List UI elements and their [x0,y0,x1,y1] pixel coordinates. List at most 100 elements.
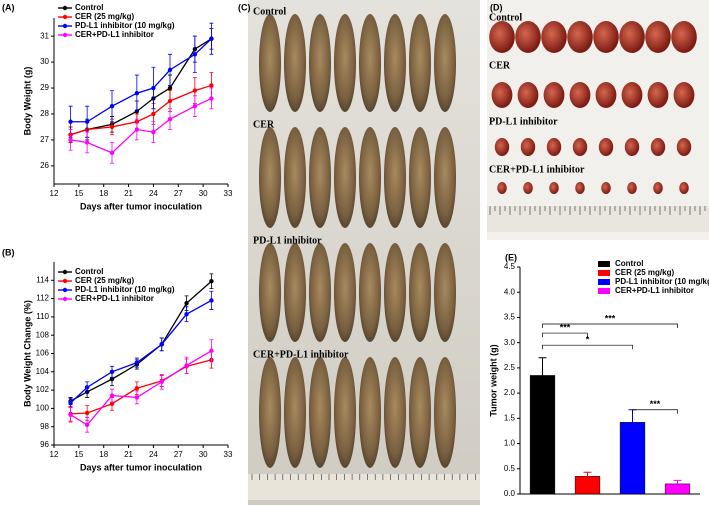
tumor [619,21,645,53]
mouse [309,14,331,112]
legend-swatch [598,270,610,276]
point [209,96,214,101]
tumor [515,21,541,53]
panel-label: (C) [238,2,251,12]
tumor [575,182,585,194]
point [184,363,189,368]
mouse [259,243,281,342]
tumor [676,138,692,156]
point [151,111,156,117]
y-axis-label: Tumor weight (g) [488,344,498,416]
significance-bracket [542,332,588,338]
significance-label: *** [560,322,571,332]
point [134,386,140,391]
x-tick-label: 30 [199,450,208,459]
point [134,395,140,400]
legend-label: CER+PD-L1 inhibitor [615,286,694,295]
point [167,116,173,122]
legend-marker [62,269,68,275]
tumor [543,82,565,108]
x-tick-label: 27 [174,189,183,198]
legend-label: CER (25 mg/kg) [75,276,134,285]
row-label: CER+PD-L1 inhibitor [253,349,349,360]
mouse [384,243,406,342]
mouse [334,127,356,228]
y-axis-label: Body Weight Change (%) [22,300,32,407]
point [68,412,73,418]
x-tick-label: 15 [74,189,83,198]
y-tick-label: 2.0 [504,388,516,397]
point [68,137,73,143]
y-tick-label: 0.0 [504,489,516,498]
y-tick-label: 106 [36,349,50,358]
point [192,103,198,109]
point [159,342,164,347]
series-line [70,359,212,415]
mouse [334,243,356,342]
legend-label: CER+PD-L1 inhibitor [75,294,154,303]
panel-label: (E) [505,252,517,262]
mouse [384,357,406,468]
error-bar [673,479,682,484]
mouse [284,127,306,228]
point [209,36,214,41]
point [209,348,214,353]
tumor [598,138,614,156]
mouse [259,14,281,112]
x-tick-label: 33 [224,450,233,459]
bar [574,476,601,495]
y-tick-label: 3.0 [504,338,516,347]
tumor [541,21,567,53]
legend-label: Control [75,267,103,276]
point [192,52,198,57]
error-bar [538,357,547,376]
mouse [409,14,431,112]
point [151,129,156,135]
y-tick-label: 4.0 [504,287,516,296]
legend-label: Control [615,259,643,268]
legend-label: CER (25 mg/kg) [75,12,134,21]
x-axis-label: Days after tumor inoculation [80,201,202,211]
significance-label: * [586,335,590,345]
mouse [334,14,356,112]
tumor [567,21,593,53]
point [109,393,115,398]
tumor [627,182,637,194]
legend-swatch [598,279,610,285]
point [134,91,140,96]
legend-marker [62,278,68,284]
tumor [494,138,510,156]
tumor [546,138,562,156]
mouse [309,243,331,342]
legend-marker [62,287,68,293]
y-tick-label: 110 [36,312,49,321]
tumor [549,182,559,194]
tumor [621,82,643,108]
x-tick-label: 18 [99,450,108,459]
legend-marker [62,32,68,38]
point [109,103,115,109]
row-label: CER+PD-L1 inhibitor [489,164,585,175]
y-tick-label: 27 [40,135,49,144]
tumor [517,82,539,108]
legend-label: PD-L1 inhibitor (10 mg/kg) [75,21,175,30]
point [109,150,115,156]
panel-label: (D) [490,2,503,12]
bar [529,375,556,495]
legend-marker [62,5,68,11]
series-line [70,84,212,136]
tumor [595,82,617,108]
point [68,400,73,406]
y-tick-label: 1.0 [504,439,516,448]
point [209,298,214,303]
significance-label: *** [650,399,661,409]
series-line [70,97,212,154]
row-label: Control [489,12,522,23]
mouse [284,243,306,342]
ruler [487,206,709,232]
mouse [409,357,431,468]
point [109,376,115,382]
y-tick-label: 31 [40,31,49,40]
bar [664,483,691,495]
significance-bracket [542,344,633,350]
